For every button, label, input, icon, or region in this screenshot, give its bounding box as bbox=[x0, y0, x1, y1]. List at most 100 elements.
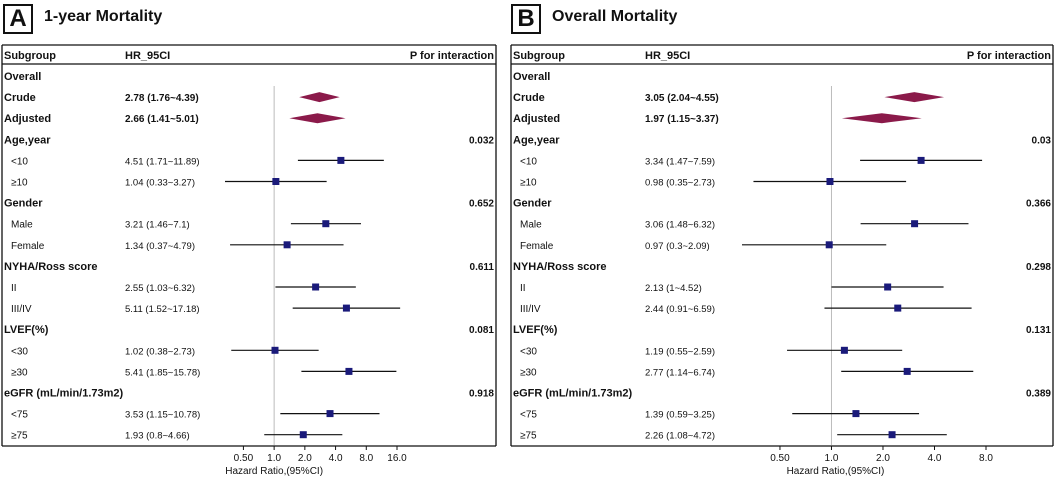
summary-diamond bbox=[289, 113, 346, 124]
hr-ci-text: 2.13 (1~4.52) bbox=[645, 283, 702, 294]
summary-diamond bbox=[841, 113, 922, 124]
x-tick-label: 16.0 bbox=[387, 453, 407, 464]
hr-marker bbox=[840, 346, 848, 354]
panel-b-letter: B bbox=[511, 4, 541, 34]
hr-marker bbox=[337, 156, 345, 164]
hr-ci-text: 5.41 (1.85~15.78) bbox=[125, 367, 200, 378]
x-tick-label: 2.0 bbox=[298, 453, 312, 464]
hr-ci-text: 1.97 (1.15~3.37) bbox=[645, 114, 719, 125]
hr-marker bbox=[825, 241, 833, 249]
row-label: II bbox=[520, 283, 526, 294]
row-label: ≥10 bbox=[11, 178, 28, 189]
hr-ci-text: 3.21 (1.46~7.1) bbox=[125, 220, 190, 231]
summary-diamond bbox=[299, 92, 340, 103]
hr-ci-text: 2.78 (1.76~4.39) bbox=[125, 93, 199, 104]
hr-marker bbox=[903, 367, 911, 375]
hr-ci-text: 2.77 (1.14~6.74) bbox=[645, 367, 715, 378]
p-interaction-value: 0.131 bbox=[1026, 325, 1051, 336]
summary-diamond bbox=[884, 92, 945, 103]
p-interaction-value: 0.918 bbox=[469, 389, 494, 400]
row-label: II bbox=[11, 283, 17, 294]
p-interaction-value: 0.611 bbox=[470, 262, 495, 273]
hr-ci-text: 2.44 (0.91~6.59) bbox=[645, 304, 715, 315]
hr-ci-text: 0.97 (0.3~2.09) bbox=[645, 241, 710, 252]
panel-b: B Overall Mortality Subgroup HR_95CI P for… bbox=[510, 0, 1056, 484]
row-label: Adjusted bbox=[4, 113, 51, 125]
p-interaction-value: 0.652 bbox=[469, 199, 494, 210]
p-interaction-value: 0.03 bbox=[1032, 135, 1052, 146]
x-tick-label: 8.0 bbox=[359, 453, 373, 464]
hr-marker bbox=[299, 431, 307, 439]
x-tick-label: 1.0 bbox=[825, 453, 839, 464]
panel-a: A 1-year Mortality Subgroup HR_95CI P for … bbox=[0, 0, 520, 484]
x-tick-label: 0.50 bbox=[770, 453, 790, 464]
header-hr: HR_95CI bbox=[125, 50, 170, 62]
row-label: Overall bbox=[4, 71, 41, 83]
p-interaction-value: 0.081 bbox=[469, 325, 494, 336]
hr-marker bbox=[283, 241, 291, 249]
header-p-interaction: P for interaction bbox=[410, 50, 494, 62]
hr-ci-text: 2.26 (1.08~4.72) bbox=[645, 431, 715, 442]
header-subgroup: Subgroup bbox=[513, 50, 565, 62]
row-label: Crude bbox=[513, 92, 545, 104]
hr-ci-text: 2.66 (1.41~5.01) bbox=[125, 114, 199, 125]
hr-marker bbox=[917, 156, 925, 164]
hr-ci-text: 3.05 (2.04~4.55) bbox=[645, 93, 719, 104]
row-label: ≥30 bbox=[520, 367, 537, 378]
x-tick-label: 2.0 bbox=[876, 453, 890, 464]
hr-ci-text: 1.93 (0.8~4.66) bbox=[125, 431, 190, 442]
row-label: III/IV bbox=[11, 304, 32, 315]
hr-marker bbox=[345, 367, 353, 375]
header-hr: HR_95CI bbox=[645, 50, 690, 62]
row-label: <10 bbox=[520, 156, 537, 167]
panel-a-title: 1-year Mortality bbox=[44, 8, 163, 25]
p-interaction-value: 0.032 bbox=[469, 135, 494, 146]
hr-marker bbox=[342, 304, 350, 312]
hr-marker bbox=[326, 410, 334, 418]
hr-ci-text: 4.51 (1.71~11.89) bbox=[125, 156, 200, 167]
hr-ci-text: 1.02 (0.38~2.73) bbox=[125, 346, 195, 357]
hr-marker bbox=[312, 283, 320, 291]
x-tick-label: 4.0 bbox=[928, 453, 942, 464]
row-label: Gender bbox=[4, 198, 43, 210]
row-label: Overall bbox=[513, 71, 550, 83]
row-label: Male bbox=[520, 220, 542, 231]
row-label: Age,year bbox=[513, 134, 560, 146]
hr-ci-text: 1.19 (0.55~2.59) bbox=[645, 346, 715, 357]
row-label: Male bbox=[11, 220, 33, 231]
forest-plot-a: Subgroup HR_95CI P for interaction Overall C… bbox=[1, 44, 497, 477]
row-label: <10 bbox=[11, 156, 28, 167]
x-axis-title: Hazard Ratio,(95%CI) bbox=[225, 466, 323, 477]
row-label: ≥30 bbox=[11, 367, 28, 378]
hr-ci-text: 3.34 (1.47~7.59) bbox=[645, 156, 715, 167]
x-tick-label: 8.0 bbox=[979, 453, 993, 464]
x-axis-title: Hazard Ratio,(95%CI) bbox=[787, 466, 885, 477]
hr-ci-text: 0.98 (0.35~2.73) bbox=[645, 178, 715, 189]
row-label: <75 bbox=[520, 410, 537, 421]
row-label: eGFR (mL/min/1.73m2) bbox=[4, 388, 124, 400]
hr-ci-text: 1.04 (0.33~3.27) bbox=[125, 178, 195, 189]
x-tick-label: 1.0 bbox=[267, 453, 281, 464]
x-tick-label: 4.0 bbox=[329, 453, 343, 464]
row-label: III/IV bbox=[520, 304, 541, 315]
hr-marker bbox=[911, 220, 919, 228]
hr-marker bbox=[271, 346, 279, 354]
hr-marker bbox=[894, 304, 902, 312]
hr-ci-text: 3.53 (1.15~10.78) bbox=[125, 410, 200, 421]
row-label: Adjusted bbox=[513, 113, 560, 125]
row-label: Female bbox=[520, 241, 554, 252]
hr-marker bbox=[272, 178, 280, 185]
panel-b-title: Overall Mortality bbox=[552, 8, 678, 25]
hr-marker bbox=[884, 283, 892, 291]
header-p-interaction: P for interaction bbox=[967, 50, 1051, 62]
row-label: <75 bbox=[11, 410, 28, 421]
row-label: <30 bbox=[520, 346, 537, 357]
panel-a-letter: A bbox=[3, 4, 33, 34]
hr-marker bbox=[826, 178, 834, 185]
p-interaction-value: 0.298 bbox=[1026, 262, 1051, 273]
hr-ci-text: 1.34 (0.37~4.79) bbox=[125, 241, 195, 252]
forest-plot-b: Subgroup HR_95CI P for interaction Overall C… bbox=[510, 44, 1054, 477]
hr-ci-text: 2.55 (1.03~6.32) bbox=[125, 283, 195, 294]
hr-ci-text: 1.39 (0.59~3.25) bbox=[645, 410, 715, 421]
header-subgroup: Subgroup bbox=[4, 50, 56, 62]
